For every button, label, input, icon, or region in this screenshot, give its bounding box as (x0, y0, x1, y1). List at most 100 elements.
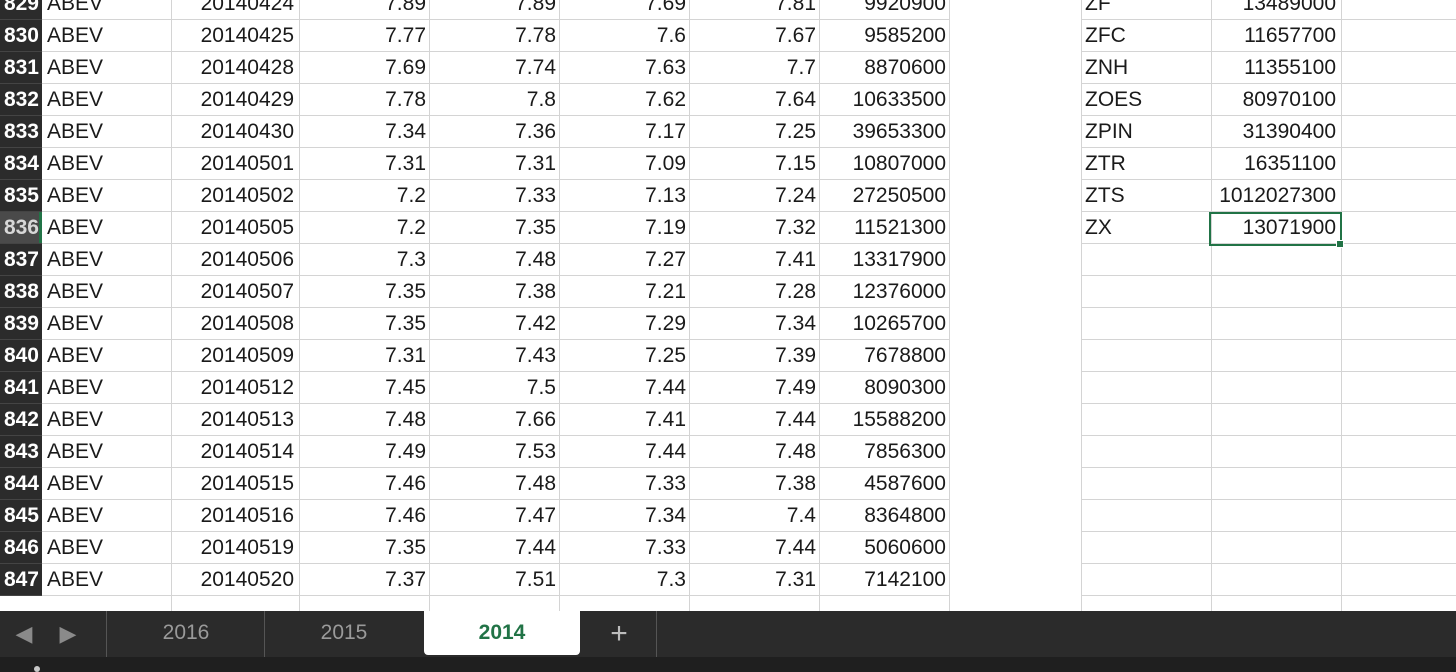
cell-symbol[interactable]: ZOES (1085, 88, 1143, 111)
cell-total-volume[interactable]: 31390400 (1242, 120, 1336, 143)
cell-low[interactable]: 7.6 (656, 24, 686, 47)
cell-date[interactable]: 20140430 (200, 120, 294, 143)
cell-open[interactable]: 7.45 (385, 376, 426, 399)
cell-high[interactable]: 7.48 (515, 248, 556, 271)
cell-date[interactable]: 20140514 (200, 440, 294, 463)
cell-low[interactable]: 7.44 (645, 376, 686, 399)
cell-volume[interactable]: 15588200 (852, 408, 946, 431)
row-header[interactable]: 830 (0, 20, 42, 52)
cell-high[interactable]: 7.44 (515, 536, 556, 559)
cell-volume[interactable]: 27250500 (852, 184, 946, 207)
cell-high[interactable]: 7.8 (526, 88, 556, 111)
cell-low[interactable]: 7.09 (645, 152, 686, 175)
cell-high[interactable]: 7.43 (515, 344, 556, 367)
cell-symbol[interactable]: ZF (1085, 0, 1111, 15)
cell-close[interactable]: 7.39 (775, 344, 816, 367)
cell-ticker[interactable]: ABEV (47, 440, 104, 463)
cell-volume[interactable]: 7678800 (864, 344, 946, 367)
cell-close[interactable]: 7.81 (775, 0, 816, 15)
tab-2015[interactable]: 2015 (320, 621, 368, 644)
cell-low[interactable]: 7.29 (645, 312, 686, 335)
cell-volume[interactable]: 39653300 (852, 120, 946, 143)
cell-low[interactable]: 7.13 (645, 184, 686, 207)
row-header[interactable]: 840 (0, 340, 42, 372)
add-sheet-button[interactable]: + (610, 617, 628, 650)
cell-symbol[interactable]: ZTS (1085, 184, 1125, 207)
cell-close[interactable]: 7.44 (775, 408, 816, 431)
cell-close[interactable]: 7.32 (775, 216, 816, 239)
cell-ticker[interactable]: ABEV (47, 248, 104, 271)
cell-high[interactable]: 7.89 (515, 0, 556, 15)
cell-total-volume[interactable]: 11657700 (1244, 24, 1336, 47)
cell-total-volume[interactable]: 13489000 (1242, 0, 1336, 15)
cell-volume[interactable]: 4587600 (864, 472, 946, 495)
cell-volume[interactable]: 7856300 (864, 440, 946, 463)
cell-total-volume[interactable]: 13071900 (1242, 216, 1336, 239)
cell-ticker[interactable]: ABEV (47, 344, 104, 367)
cell-high[interactable]: 7.74 (515, 56, 556, 79)
cell-ticker[interactable]: ABEV (47, 472, 104, 495)
cell-close[interactable]: 7.31 (775, 568, 816, 591)
cell-close[interactable]: 7.24 (775, 184, 816, 207)
cell-low[interactable]: 7.62 (645, 88, 686, 111)
cell-close[interactable]: 7.49 (775, 376, 816, 399)
cell-ticker[interactable]: ABEV (47, 568, 104, 591)
cell-close[interactable]: 7.38 (775, 472, 816, 495)
cell-open[interactable]: 7.35 (385, 280, 426, 303)
cell-volume[interactable]: 5060600 (864, 536, 946, 559)
cell-symbol[interactable]: ZPIN (1085, 120, 1133, 143)
cell-low[interactable]: 7.33 (645, 536, 686, 559)
cell-open[interactable]: 7.2 (396, 216, 426, 239)
cell-low[interactable]: 7.17 (645, 120, 686, 143)
cell-date[interactable]: 20140506 (200, 248, 294, 271)
row-header[interactable]: 843 (0, 436, 42, 468)
cell-total-volume[interactable]: 11355100 (1244, 56, 1336, 79)
cell-total-volume[interactable]: 1012027300 (1219, 184, 1336, 207)
cell-volume[interactable]: 10807000 (852, 152, 946, 175)
cell-high[interactable]: 7.51 (515, 568, 556, 591)
row-header[interactable]: 833 (0, 116, 42, 148)
cell-open[interactable]: 7.2 (396, 184, 426, 207)
cell-low[interactable]: 7.25 (645, 344, 686, 367)
cell-high[interactable]: 7.38 (515, 280, 556, 303)
cell-close[interactable]: 7.28 (775, 280, 816, 303)
cell-open[interactable]: 7.78 (385, 88, 426, 111)
cell-high[interactable]: 7.31 (515, 152, 556, 175)
cell-date[interactable]: 20140501 (200, 152, 294, 175)
cell-open[interactable]: 7.46 (385, 504, 426, 527)
row-header[interactable]: 835 (0, 180, 42, 212)
cell-open[interactable]: 7.37 (385, 568, 426, 591)
cell-open[interactable]: 7.48 (385, 408, 426, 431)
cell-open[interactable]: 7.89 (385, 0, 426, 15)
row-header[interactable]: 847 (0, 564, 42, 596)
cell-volume[interactable]: 7142100 (864, 568, 946, 591)
cell-close[interactable]: 7.15 (775, 152, 816, 175)
cell-volume[interactable]: 10633500 (852, 88, 946, 111)
cell-volume[interactable]: 12376000 (852, 280, 946, 303)
row-header[interactable]: 832 (0, 84, 42, 116)
cell-close[interactable]: 7.48 (775, 440, 816, 463)
cell-open[interactable]: 7.46 (385, 472, 426, 495)
cell-high[interactable]: 7.5 (526, 376, 556, 399)
cell-close[interactable]: 7.41 (775, 248, 816, 271)
cell-date[interactable]: 20140425 (200, 24, 294, 47)
cell-date[interactable]: 20140505 (200, 216, 294, 239)
cell-high[interactable]: 7.66 (515, 408, 556, 431)
cell-close[interactable]: 7.64 (775, 88, 816, 111)
cell-close[interactable]: 7.25 (775, 120, 816, 143)
cell-ticker[interactable]: ABEV (47, 504, 104, 527)
row-header[interactable]: 831 (0, 52, 42, 84)
cell-high[interactable]: 7.78 (515, 24, 556, 47)
cell-open[interactable]: 7.49 (385, 440, 426, 463)
cell-total-volume[interactable]: 16351100 (1244, 152, 1336, 175)
cell-date[interactable]: 20140520 (200, 568, 294, 591)
cell-ticker[interactable]: ABEV (47, 184, 104, 207)
cell-date[interactable]: 20140507 (200, 280, 294, 303)
cell-low[interactable]: 7.41 (645, 408, 686, 431)
cell-date[interactable]: 20140516 (200, 504, 294, 527)
cell-volume[interactable]: 11521300 (854, 216, 946, 239)
cell-date[interactable]: 20140508 (200, 312, 294, 335)
cell-ticker[interactable]: ABEV (47, 88, 104, 111)
cell-low[interactable]: 7.27 (645, 248, 686, 271)
cell-ticker[interactable]: ABEV (47, 24, 104, 47)
